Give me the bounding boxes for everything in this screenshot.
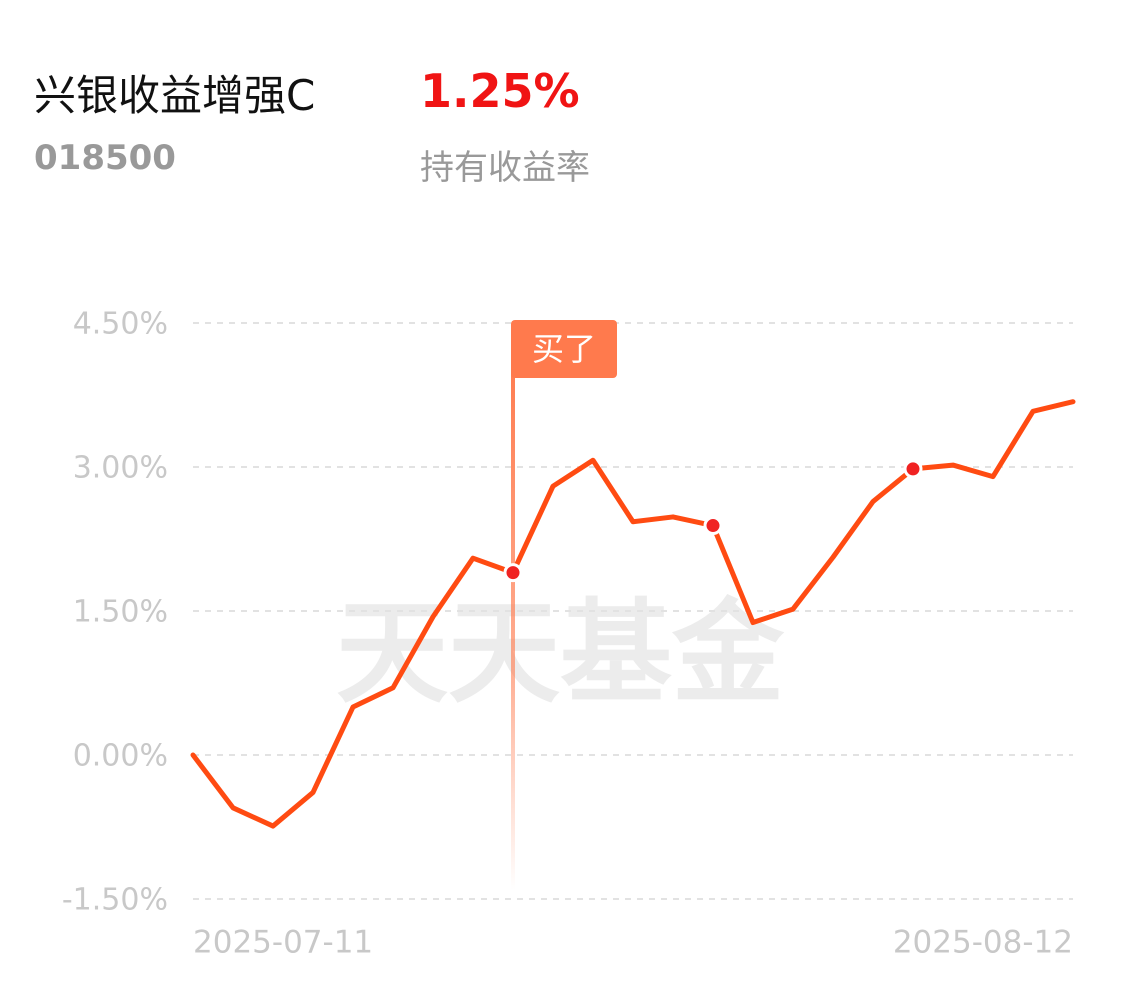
point-marker xyxy=(703,516,723,536)
x-tick-label: 2025-08-12 xyxy=(893,925,1073,961)
x-tick-label: 2025-07-11 xyxy=(193,925,373,961)
y-tick-label: 1.50% xyxy=(73,595,168,630)
y-tick-label: 3.00% xyxy=(73,451,168,486)
y-tick-label: 0.00% xyxy=(73,739,168,774)
fund-code: 018500 xyxy=(34,138,176,178)
buy-tag-label: 买了 xyxy=(532,330,596,368)
point-marker xyxy=(503,563,523,583)
holding-return-label: 持有收益率 xyxy=(420,148,590,188)
holding-return: 1.25% xyxy=(420,64,580,118)
buy-line xyxy=(511,350,515,890)
fund-title: 兴银收益增强C xyxy=(34,71,316,120)
watermark: 天天基金 xyxy=(336,587,785,718)
point-marker xyxy=(903,459,923,479)
line xyxy=(190,399,1076,829)
y-tick-label: 4.50% xyxy=(73,307,168,342)
y-tick-label: -1.50% xyxy=(62,883,168,918)
buy-tag xyxy=(511,320,617,378)
